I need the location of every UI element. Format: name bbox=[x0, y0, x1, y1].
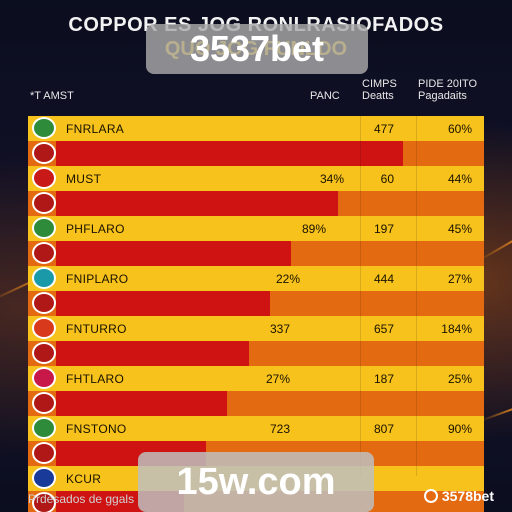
team-name: FNIPLARO bbox=[66, 272, 129, 286]
data-table: FNRLARA 477 60% MUST 34% 60 44% PHFLARO 89% 197 45… bbox=[28, 116, 486, 512]
cell-pct2: 45% bbox=[447, 222, 472, 236]
column-header-pct1: PANC bbox=[310, 90, 340, 102]
globe-icon bbox=[423, 489, 438, 503]
cell-value: 477 bbox=[373, 122, 394, 136]
cell-pct2: 25% bbox=[447, 372, 472, 386]
team-logo-icon bbox=[32, 292, 56, 314]
cell-value: 657 bbox=[373, 322, 394, 336]
team-logo-icon bbox=[32, 217, 56, 239]
cell-pct2: 60% bbox=[447, 122, 472, 136]
team-name: FNRLARA bbox=[66, 122, 125, 136]
team-name: MUST bbox=[66, 172, 102, 186]
team-name: FNTURRO bbox=[66, 322, 127, 336]
team-logo-icon bbox=[32, 492, 56, 512]
team-logo-icon bbox=[32, 317, 56, 339]
team-logo-icon bbox=[32, 242, 56, 264]
cell-pct1: 22% bbox=[275, 272, 300, 286]
column-divider bbox=[416, 116, 417, 476]
table-row bbox=[28, 416, 484, 441]
cell-value: 187 bbox=[373, 372, 394, 386]
column-header-val: CIMPS Deatts bbox=[362, 78, 397, 102]
bar bbox=[56, 341, 249, 366]
team-logo-icon bbox=[32, 392, 56, 414]
cell-value: 60 bbox=[380, 172, 394, 186]
bar bbox=[56, 191, 338, 216]
table-row bbox=[28, 316, 484, 341]
cell-value: 197 bbox=[373, 222, 394, 236]
team-logo-icon bbox=[32, 417, 56, 439]
table-row bbox=[28, 166, 484, 191]
table-row bbox=[28, 116, 484, 141]
team-name: PHFLARO bbox=[66, 222, 125, 236]
team-logo-icon bbox=[32, 192, 56, 214]
cell-value: 444 bbox=[373, 272, 394, 286]
team-logo-icon bbox=[32, 267, 56, 289]
cell-pct1: 723 bbox=[269, 422, 290, 436]
table-row bbox=[28, 266, 484, 291]
footer-brand-label: 3578bet bbox=[441, 488, 494, 504]
team-logo-icon bbox=[32, 442, 56, 464]
team-name: FNSTONO bbox=[66, 422, 127, 436]
bar bbox=[56, 241, 291, 266]
team-logo-icon bbox=[32, 142, 56, 164]
cell-pct1: 34% bbox=[319, 172, 344, 186]
table-row bbox=[28, 216, 484, 241]
cell-pct2: 90% bbox=[447, 422, 472, 436]
column-header-pct2: PIDE 20ITO Pagadaits bbox=[418, 78, 478, 102]
footer-brand: 3578bet bbox=[423, 488, 494, 504]
column-header-team: *T AMST bbox=[30, 90, 74, 102]
cell-pct1: 337 bbox=[269, 322, 290, 336]
cell-pct1: 89% bbox=[301, 222, 326, 236]
column-divider bbox=[360, 116, 361, 476]
cell-pct2: 27% bbox=[447, 272, 472, 286]
cell-value: 807 bbox=[373, 422, 394, 436]
team-logo-icon bbox=[32, 167, 56, 189]
team-logo-icon bbox=[32, 367, 56, 389]
bar bbox=[56, 291, 270, 316]
team-logo-icon bbox=[32, 467, 56, 489]
team-logo-icon bbox=[32, 117, 56, 139]
footer-caption: Prdesados de ggals bbox=[28, 492, 135, 506]
team-logo-icon bbox=[32, 342, 56, 364]
cell-pct1: 27% bbox=[265, 372, 290, 386]
bar bbox=[56, 141, 403, 166]
team-name: KCUR bbox=[66, 472, 102, 486]
bar bbox=[56, 391, 227, 416]
watermark: 15w.com bbox=[138, 452, 374, 512]
brand-badge: 3537bet bbox=[146, 24, 368, 74]
cell-pct2: 44% bbox=[447, 172, 472, 186]
team-name: FHTLARO bbox=[66, 372, 125, 386]
cell-pct2: 184% bbox=[441, 322, 472, 336]
table-row bbox=[28, 366, 484, 391]
